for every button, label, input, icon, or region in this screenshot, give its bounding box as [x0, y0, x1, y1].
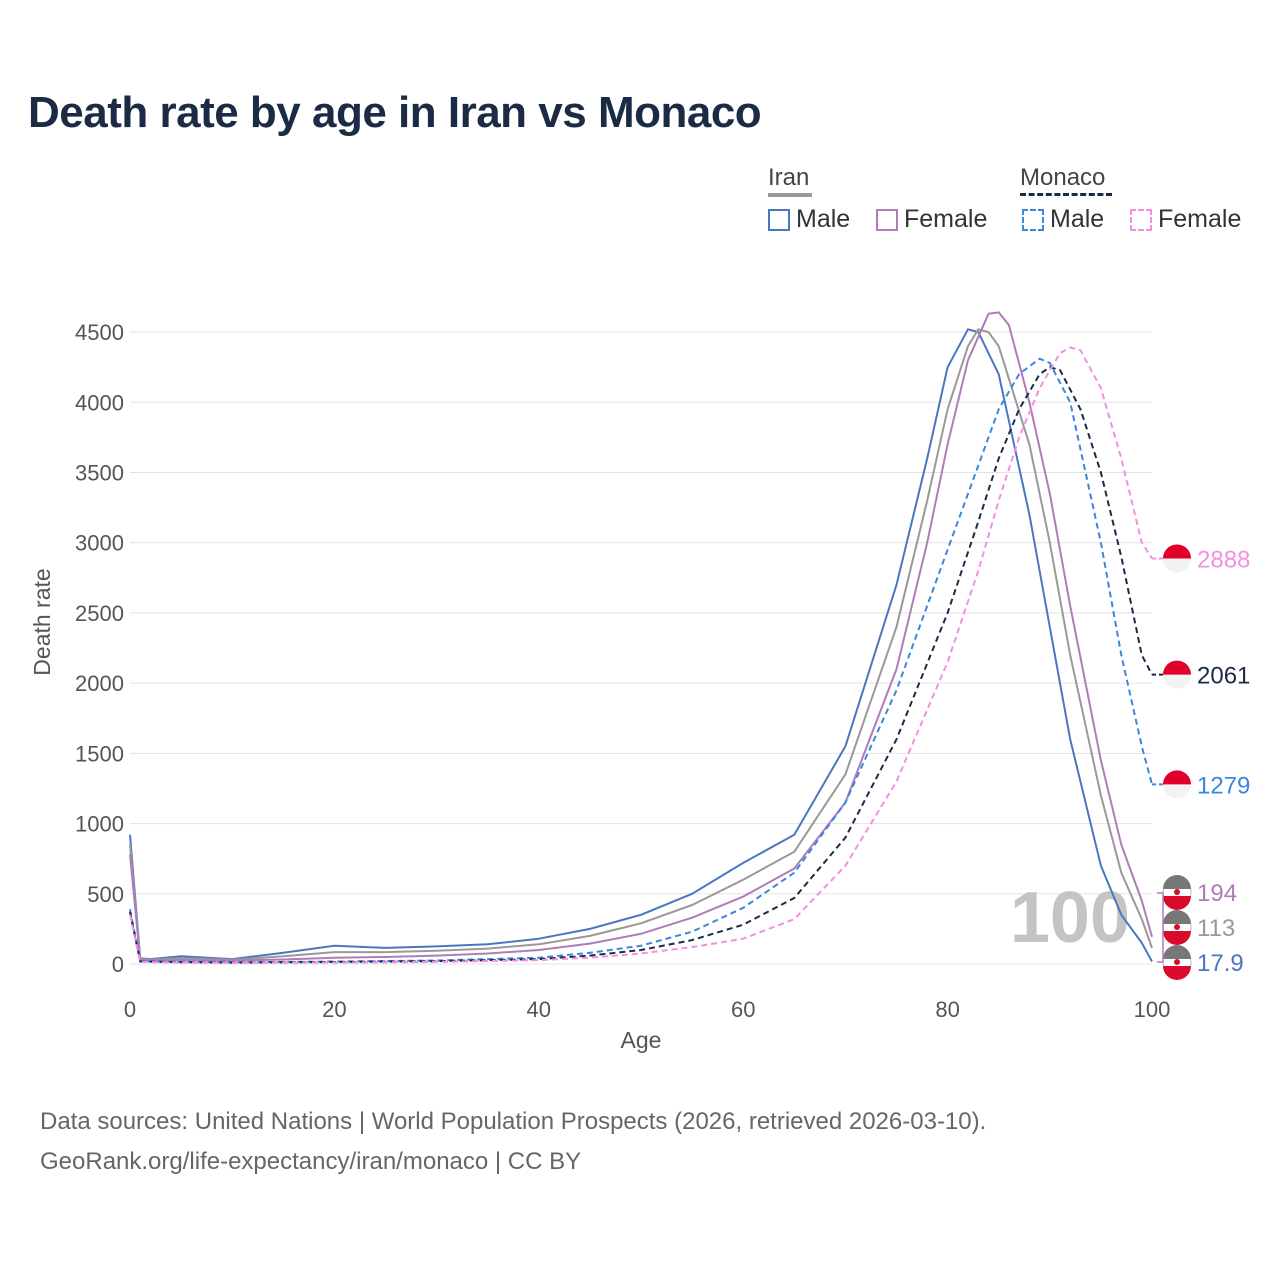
- legend-group-iran-line-swatch: [768, 193, 812, 197]
- end-value-label: 2061: [1197, 663, 1250, 690]
- series-line-monaco-average[interactable]: [129, 366, 1153, 964]
- legend-label-iran-female: Female: [904, 205, 988, 233]
- end-value-label: 2888: [1197, 546, 1250, 573]
- y-tick-label: 3500: [75, 460, 124, 485]
- legend-group-monaco[interactable]: Monaco: [1020, 164, 1112, 196]
- series-line-monaco-female[interactable]: [129, 346, 1153, 964]
- x-tick-label: 20: [322, 997, 346, 1022]
- legend-label-monaco-male: Male: [1050, 205, 1105, 233]
- end-value-label: 1279: [1197, 772, 1250, 799]
- y-tick-label: 2000: [75, 671, 124, 696]
- x-tick-label: 80: [935, 997, 959, 1022]
- y-tick-label: 4000: [75, 390, 124, 415]
- y-tick-label: 2500: [75, 601, 124, 626]
- series-line-iran-average[interactable]: [129, 328, 1153, 961]
- age-watermark: 100: [1010, 878, 1130, 958]
- legend-swatch-iran-male: [768, 208, 790, 231]
- y-tick-label: 500: [87, 882, 124, 907]
- y-tick-label: 0: [112, 952, 124, 977]
- legend-item-iran-male[interactable]: Male: [768, 205, 850, 234]
- legend-label-iran-male: Male: [796, 205, 851, 233]
- iran-flag-icon: [1162, 945, 1192, 980]
- legend-swatch-iran-female: [876, 208, 898, 231]
- legend-swatch-monaco-female: [1130, 208, 1152, 231]
- x-tick-label: 60: [731, 997, 755, 1022]
- end-value-label: 17.9: [1197, 950, 1244, 977]
- iran-flag-icon: [1162, 910, 1192, 945]
- end-value-label: 194: [1197, 880, 1237, 907]
- legend-group-monaco-line-swatch: [1020, 193, 1112, 196]
- legend-item-iran-female[interactable]: Female: [876, 205, 987, 234]
- end-value-label: 113: [1197, 915, 1235, 942]
- x-tick-label: 100: [1134, 997, 1171, 1022]
- y-tick-label: 3000: [75, 531, 124, 556]
- y-tick-label: 4500: [75, 320, 124, 345]
- legend-item-monaco-female[interactable]: Female: [1130, 205, 1241, 234]
- y-tick-label: 1000: [75, 812, 124, 837]
- y-axis-title: Death rate: [29, 568, 55, 675]
- chart-title: Death rate by age in Iran vs Monaco: [28, 88, 762, 137]
- series-line-iran-female[interactable]: [129, 311, 1153, 962]
- legend-item-monaco-male[interactable]: Male: [1022, 205, 1104, 234]
- legend-label-monaco-female: Female: [1158, 205, 1242, 233]
- monaco-flag-icon: [1163, 660, 1191, 689]
- x-axis-title: Age: [621, 1027, 662, 1053]
- monaco-flag-icon: [1163, 544, 1191, 573]
- iran-label-bracket: [1157, 892, 1164, 963]
- series-line-monaco-male[interactable]: [129, 357, 1153, 964]
- legend-group-iran-label: Iran: [768, 164, 810, 191]
- chart-plot: 100 050010001500200025003000350040004500…: [29, 311, 1250, 1053]
- iran-flag-icon: [1162, 875, 1192, 910]
- footer-link[interactable]: GeoRank.org/life-expectancy/iran/monaco …: [40, 1148, 582, 1175]
- x-tick-label: 40: [527, 997, 551, 1022]
- legend-group-monaco-label: Monaco: [1020, 164, 1106, 191]
- footer-source: Data sources: United Nations | World Pop…: [40, 1108, 987, 1135]
- y-tick-label: 1500: [75, 741, 124, 766]
- legend-swatch-monaco-male: [1022, 208, 1044, 231]
- x-tick-label: 0: [124, 997, 136, 1022]
- legend-group-iran[interactable]: Iran: [768, 164, 812, 197]
- monaco-flag-icon: [1163, 770, 1191, 799]
- series-line-iran-male[interactable]: [129, 328, 1153, 962]
